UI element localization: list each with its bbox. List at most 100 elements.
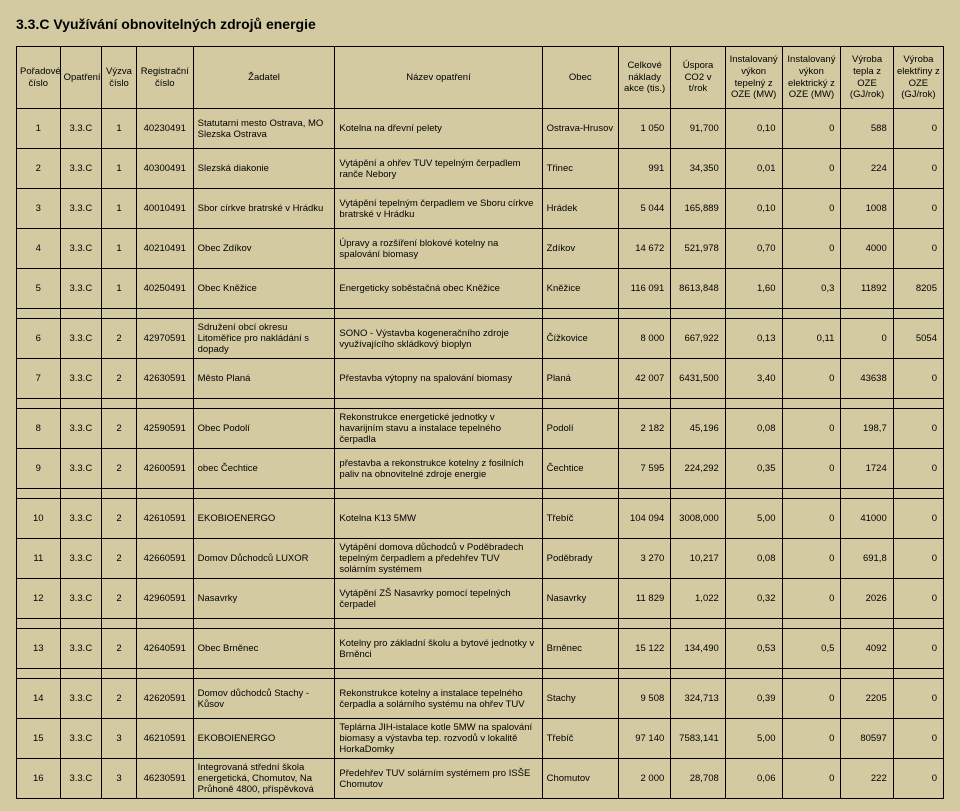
cell-naz: Vytápění domova důchodců v Poděbradech t…	[335, 539, 542, 579]
section-gap	[17, 619, 944, 629]
cell-vt: 0	[841, 319, 893, 359]
cell-naz: Kotelna na dřevní pelety	[335, 109, 542, 149]
cell-vt: 4000	[841, 229, 893, 269]
cell-reg: 46230591	[136, 759, 193, 799]
cell-co2: 6431,500	[671, 359, 726, 399]
cell-vt: 11892	[841, 269, 893, 309]
cell-obec: Třebíč	[542, 499, 618, 539]
cell-tep: 0,06	[725, 759, 782, 799]
cell-co2: 34,350	[671, 149, 726, 189]
cell-tep: 5,00	[725, 719, 782, 759]
cell-zad: obec Čechtice	[193, 449, 335, 489]
cell-op: 3.3.C	[60, 269, 101, 309]
cell-obec: Čechtice	[542, 449, 618, 489]
cell-el: 0,3	[782, 269, 841, 309]
cell-reg: 42660591	[136, 539, 193, 579]
cell-zad: Domov důchodců Stachy -Kůsov	[193, 679, 335, 719]
col-header-5: Název opatření	[335, 47, 542, 109]
cell-nak: 991	[618, 149, 670, 189]
cell-co2: 10,217	[671, 539, 726, 579]
cell-co2: 165,889	[671, 189, 726, 229]
table-row: 63.3.C242970591Sdružení obcí okresu Lito…	[17, 319, 944, 359]
cell-obec: Třebíč	[542, 719, 618, 759]
cell-el: 0	[782, 449, 841, 489]
cell-el: 0	[782, 149, 841, 189]
cell-vt: 80597	[841, 719, 893, 759]
cell-el: 0	[782, 539, 841, 579]
cell-n: 16	[17, 759, 61, 799]
cell-reg: 40250491	[136, 269, 193, 309]
cell-op: 3.3.C	[60, 449, 101, 489]
cell-n: 12	[17, 579, 61, 619]
cell-op: 3.3.C	[60, 409, 101, 449]
cell-reg: 40210491	[136, 229, 193, 269]
cell-vt: 2026	[841, 579, 893, 619]
cell-zad: EKOBOIENERGO	[193, 719, 335, 759]
cell-v: 2	[102, 679, 137, 719]
cell-el: 0	[782, 499, 841, 539]
cell-co2: 7583,141	[671, 719, 726, 759]
cell-vt: 224	[841, 149, 893, 189]
cell-ve: 0	[893, 229, 943, 269]
cell-v: 2	[102, 539, 137, 579]
cell-ve: 0	[893, 359, 943, 399]
cell-nak: 8 000	[618, 319, 670, 359]
cell-reg: 42600591	[136, 449, 193, 489]
cell-zad: Město Planá	[193, 359, 335, 399]
header-row: Pořadové čísloOpatřeníVýzva čísloRegistr…	[17, 47, 944, 109]
cell-el: 0	[782, 189, 841, 229]
section-gap	[17, 399, 944, 409]
cell-nak: 7 595	[618, 449, 670, 489]
cell-tep: 0,10	[725, 189, 782, 229]
cell-op: 3.3.C	[60, 539, 101, 579]
cell-v: 2	[102, 319, 137, 359]
cell-nak: 11 829	[618, 579, 670, 619]
cell-el: 0	[782, 229, 841, 269]
cell-naz: Úpravy a rozšíření blokové kotelny na sp…	[335, 229, 542, 269]
cell-v: 1	[102, 229, 137, 269]
cell-reg: 40010491	[136, 189, 193, 229]
cell-obec: Nasavrky	[542, 579, 618, 619]
cell-vt: 4092	[841, 629, 893, 669]
cell-op: 3.3.C	[60, 319, 101, 359]
cell-obec: Stachy	[542, 679, 618, 719]
cell-reg: 42590591	[136, 409, 193, 449]
cell-obec: Brněnec	[542, 629, 618, 669]
cell-vt: 222	[841, 759, 893, 799]
cell-v: 2	[102, 409, 137, 449]
cell-reg: 46210591	[136, 719, 193, 759]
cell-ve: 0	[893, 579, 943, 619]
cell-ve: 0	[893, 759, 943, 799]
table-row: 113.3.C242660591Domov Důchodců LUXORVytá…	[17, 539, 944, 579]
cell-reg: 42630591	[136, 359, 193, 399]
cell-n: 15	[17, 719, 61, 759]
cell-obec: Kněžice	[542, 269, 618, 309]
cell-naz: přestavba a rekonstrukce kotelny z fosil…	[335, 449, 542, 489]
cell-tep: 5,00	[725, 499, 782, 539]
cell-naz: Vytápění ZŠ Nasavrky pomocí tepelných če…	[335, 579, 542, 619]
cell-v: 2	[102, 499, 137, 539]
cell-nak: 97 140	[618, 719, 670, 759]
cell-n: 11	[17, 539, 61, 579]
data-table: Pořadové čísloOpatřeníVýzva čísloRegistr…	[16, 46, 944, 799]
cell-obec: Poděbrady	[542, 539, 618, 579]
cell-zad: Slezská diakonie	[193, 149, 335, 189]
cell-co2: 45,196	[671, 409, 726, 449]
col-header-1: Opatření	[60, 47, 101, 109]
cell-v: 2	[102, 359, 137, 399]
cell-zad: Integrovaná střední škola energetická, C…	[193, 759, 335, 799]
cell-el: 0	[782, 109, 841, 149]
cell-naz: Rekonstrukce energetické jednotky v hava…	[335, 409, 542, 449]
cell-v: 3	[102, 719, 137, 759]
cell-vt: 691,8	[841, 539, 893, 579]
cell-v: 3	[102, 759, 137, 799]
cell-tep: 0,35	[725, 449, 782, 489]
cell-tep: 0,32	[725, 579, 782, 619]
cell-nak: 42 007	[618, 359, 670, 399]
cell-tep: 0,08	[725, 539, 782, 579]
cell-reg: 40300491	[136, 149, 193, 189]
col-header-3: Registrační číslo	[136, 47, 193, 109]
cell-el: 0	[782, 759, 841, 799]
table-row: 93.3.C242600591obec Čechticepřestavba a …	[17, 449, 944, 489]
section-gap	[17, 669, 944, 679]
